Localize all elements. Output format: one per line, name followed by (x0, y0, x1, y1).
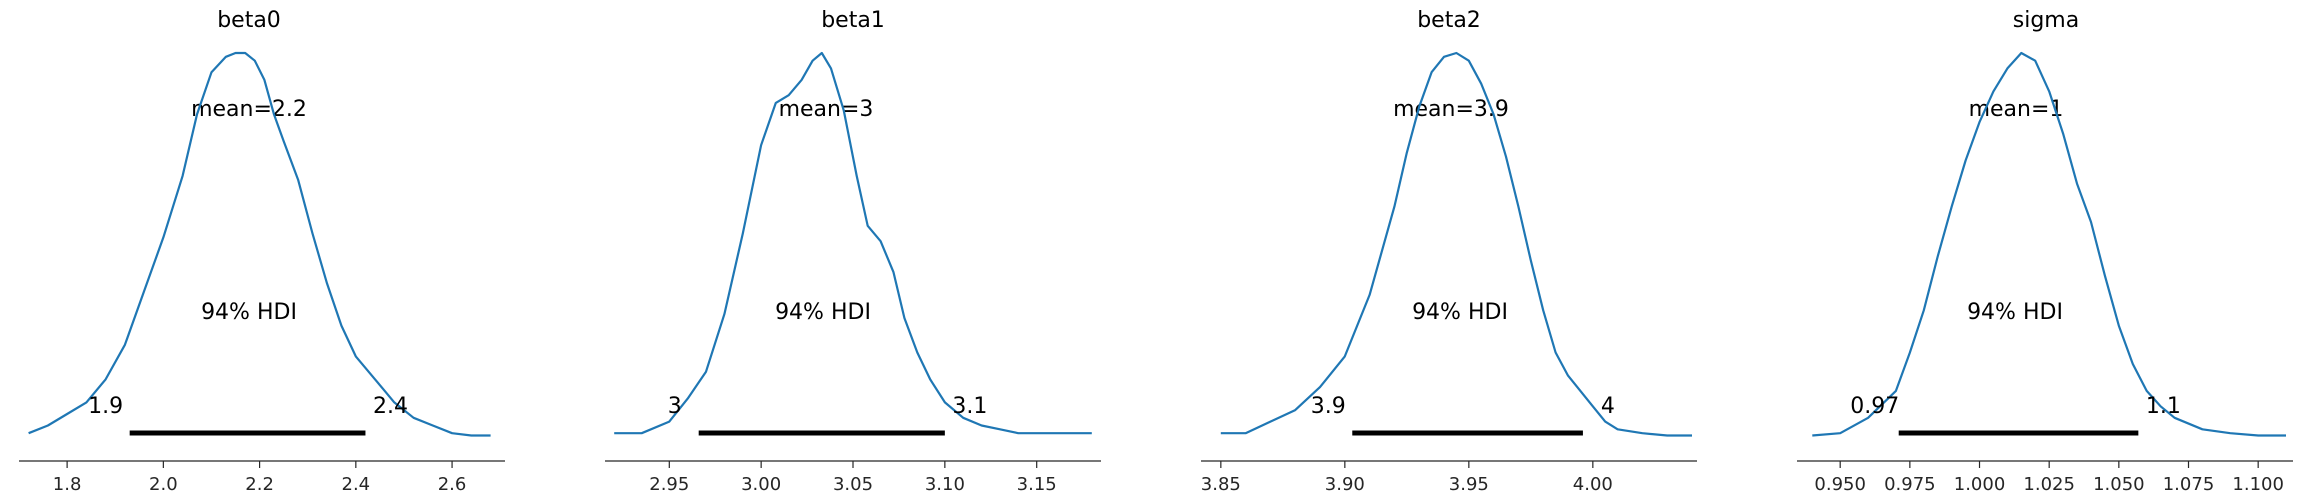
x-tick-label: 1.000 (1954, 474, 2006, 495)
panel-title: beta0 (217, 8, 281, 33)
panel-title: beta1 (821, 8, 885, 33)
x-tick-label: 1.050 (2093, 474, 2145, 495)
x-tick-label: 2.0 (149, 474, 178, 495)
x-tick-label: 1.100 (2232, 474, 2284, 495)
x-tick-label: 3.90 (1325, 474, 1365, 495)
mean-label: mean=2.2 (191, 97, 307, 122)
hdi-label: 94% HDI (1967, 300, 2063, 325)
panel-sigma: sigma mean=1 94% HDI 0.950 0.975 1.000 1.02… (1797, 8, 2293, 495)
x-tick-label: 2.2 (245, 474, 274, 495)
x-tick-label: 3.10 (925, 474, 965, 495)
x-tick-label: 3.00 (741, 474, 781, 495)
hdi-label: 94% HDI (201, 300, 297, 325)
panel-beta1: beta1 mean=3 94% HDI 2.95 3.00 3.05 3.10 3.1… (605, 8, 1101, 495)
x-tick-label: 1.025 (2023, 474, 2075, 495)
hdi-high-label: 4 (1601, 394, 1615, 419)
hdi-high-label: 2.4 (373, 394, 408, 419)
x-tick-label: 1.075 (2163, 474, 2215, 495)
hdi-label: 94% HDI (1412, 300, 1508, 325)
x-tick-label: 0.950 (1814, 474, 1866, 495)
density-curve (28, 51, 491, 437)
panel-beta0: beta0 mean=2.2 94% HDI 1.8 2.0 2.2 2.4 2.6 1.… (19, 8, 505, 495)
x-tick-label: 3.85 (1201, 474, 1241, 495)
x-tick-label: 1.8 (53, 474, 82, 495)
hdi-label: 94% HDI (775, 300, 871, 325)
hdi-high-label: 3.1 (952, 394, 987, 419)
mean-label: mean=3 (779, 97, 874, 122)
density-curve (1220, 51, 1692, 437)
hdi-low-label: 0.97 (1850, 394, 1899, 419)
mean-label: mean=3.9 (1393, 97, 1509, 122)
x-tick-label: 2.4 (342, 474, 371, 495)
x-tick-label: 3.95 (1449, 474, 1489, 495)
hdi-low-label: 3.9 (1311, 394, 1346, 419)
hdi-high-label: 1.1 (2146, 394, 2181, 419)
panel-title: sigma (2013, 8, 2079, 33)
x-tick-label: 2.6 (438, 474, 467, 495)
density-curve (1812, 51, 2286, 437)
x-tick-label: 2.95 (649, 474, 689, 495)
x-tick-label: 0.975 (1884, 474, 1936, 495)
mean-label: mean=1 (1969, 97, 2064, 122)
panel-title: beta2 (1417, 8, 1481, 33)
density-curve (614, 51, 1092, 435)
hdi-low-label: 1.9 (88, 394, 123, 419)
panel-beta2: beta2 mean=3.9 94% HDI 3.85 3.90 3.95 4.00 3… (1201, 8, 1697, 495)
hdi-low-label: 3 (668, 394, 682, 419)
x-tick-label: 3.15 (1017, 474, 1057, 495)
x-tick-label: 4.00 (1573, 474, 1613, 495)
x-tick-label: 3.05 (833, 474, 873, 495)
